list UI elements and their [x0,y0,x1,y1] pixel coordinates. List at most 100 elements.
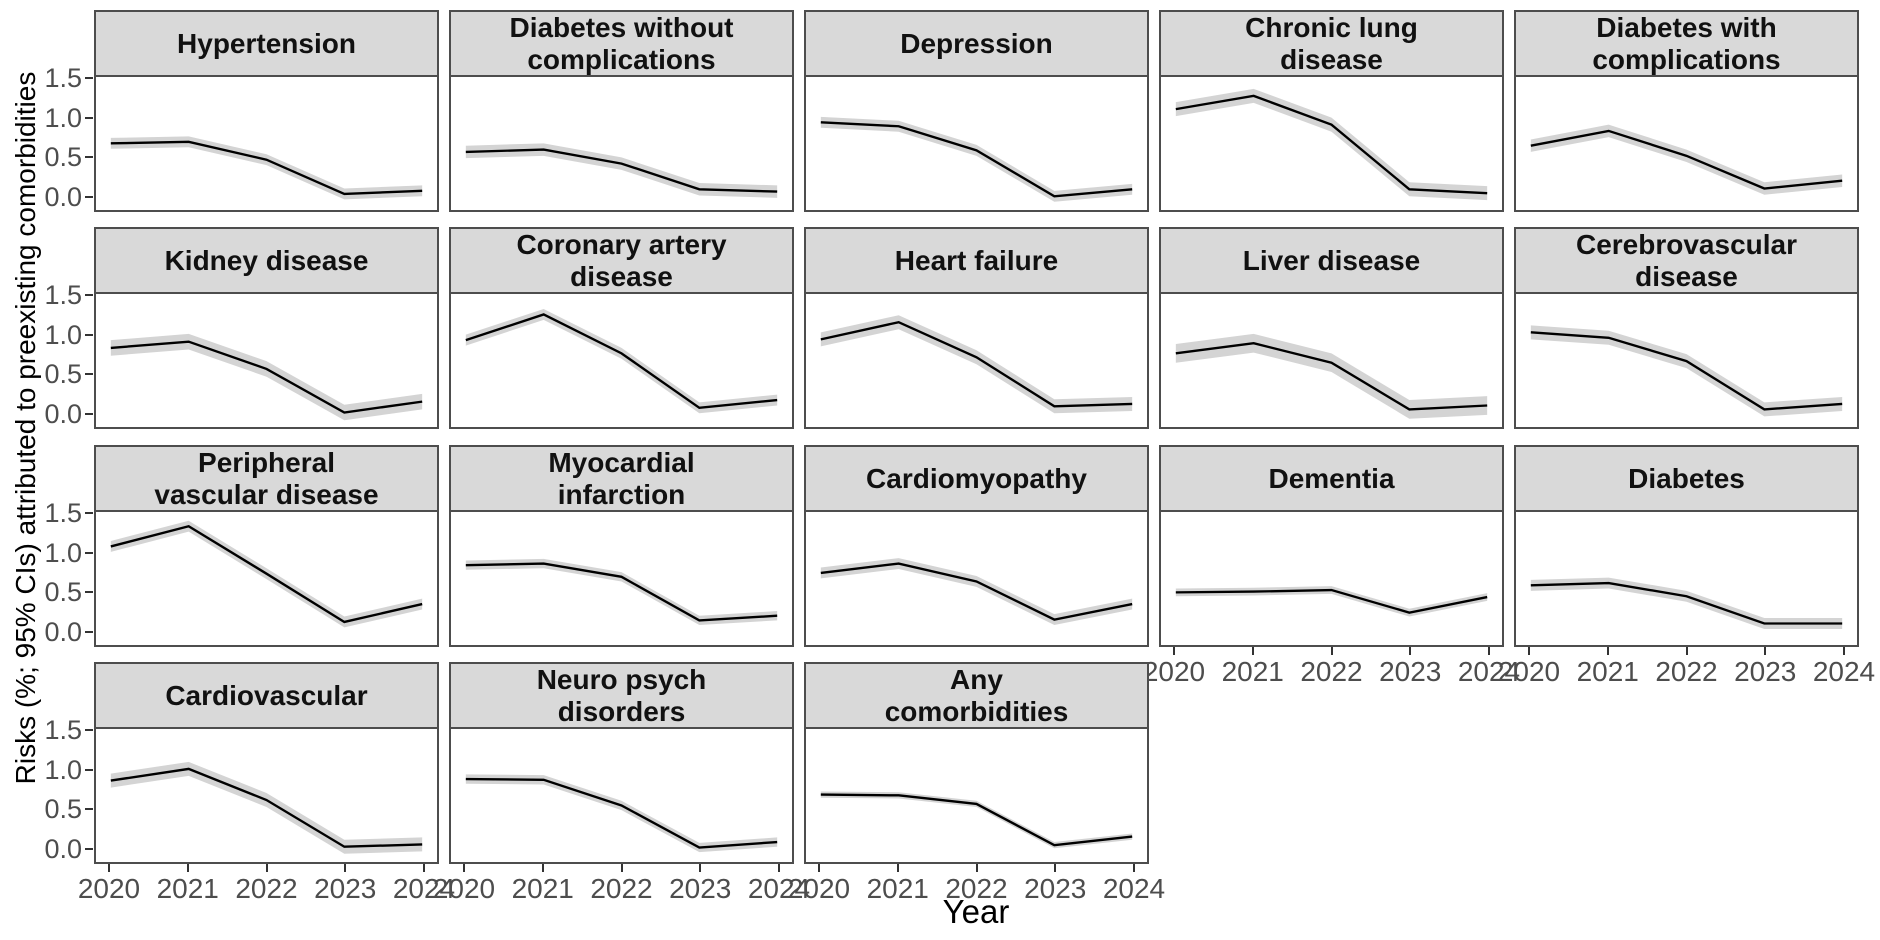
x-tick-label: 2024 [1102,873,1166,904]
facet-panel [94,729,439,864]
x-tick-mark [1488,647,1490,655]
x-tick-mark [1133,864,1135,872]
y-tick-label: 0.0 [44,398,82,429]
y-tick-mark [85,156,93,158]
x-tick-mark [975,864,978,872]
y-tick-label: 0.5 [44,794,82,824]
y-tick-mark [85,808,93,810]
y-tick-mark [85,630,93,633]
line-chart-svg [820,558,1133,626]
facet-strip-title: Depression [804,10,1149,77]
line-chart-svg [820,116,1133,202]
y-tick-label: 1.5 [44,715,82,745]
x-tick-mark [1528,647,1530,655]
y-tick-mark [85,195,93,198]
line-chart-svg [465,308,778,414]
x-tick-mark [108,864,110,872]
x-tick-mark [778,864,780,872]
y-tick-mark [85,373,93,375]
x-axis-title: Year [942,893,1010,930]
risk-line [465,562,778,622]
facet-panel [804,729,1149,864]
ci-ribbon [820,315,1133,414]
line-chart-svg [465,143,778,198]
x-tick-label: 2022 [235,873,298,904]
facet-strip-title: Cerebrovascular disease [1514,227,1859,294]
ci-ribbon [465,558,778,626]
x-tick-label: 2023 [1734,656,1797,687]
risk-line [820,793,1133,847]
risk-line [110,140,423,196]
ci-ribbon [820,116,1133,202]
x-tick-mark [1764,647,1767,655]
facet-panel [449,729,794,864]
risk-line [1530,331,1843,411]
x-tick-label: 2022 [945,873,1008,904]
x-tick-mark [344,864,347,872]
risk-line [465,148,778,193]
facet-panel [94,512,439,647]
x-tick-mark [1685,647,1688,655]
facet-panel [449,512,794,647]
x-tick-label: 2023 [1024,873,1087,904]
y-tick-label: 0.0 [44,181,82,212]
x-tick-label: 2022 [1655,656,1718,687]
x-tick-mark [1330,647,1333,655]
y-tick-label: 0.0 [44,833,82,864]
x-tick-mark [423,864,425,872]
ci-ribbon [1175,333,1488,419]
line-chart-svg [1175,88,1488,201]
x-tick-mark [1251,647,1254,655]
risk-line [465,777,778,849]
line-chart-svg [110,333,423,421]
x-tick-mark [265,864,268,872]
line-chart-svg [465,774,778,853]
facet-panel [1159,294,1504,429]
y-tick-mark [85,333,93,336]
risk-line [110,767,423,848]
ci-ribbon [1530,124,1843,195]
facet-panel [1159,512,1504,647]
x-tick-label: 2023 [669,873,732,904]
ci-ribbon [1530,325,1843,417]
x-tick-label: 2021 [1576,656,1639,687]
y-tick-label: 0.5 [44,359,82,389]
risk-line [820,320,1133,408]
x-tick-label: 2022 [590,873,653,904]
x-tick-label: 2020 [1497,656,1561,687]
x-tick-label: 2023 [314,873,377,904]
facet-panel [1514,294,1859,429]
facet-strip-title: Any comorbidities [804,662,1149,729]
facet-strip-title: Diabetes [1514,445,1859,512]
ci-ribbon [1175,586,1488,617]
x-tick-mark [1054,864,1057,872]
y-tick-mark [85,512,93,514]
line-chart-svg [1530,577,1843,629]
facet-panel [1514,77,1859,212]
x-tick-mark [896,864,899,872]
facet-strip-title: Neuro psych disorders [449,662,794,729]
x-tick-mark [818,864,820,872]
line-chart-svg [1530,124,1843,195]
risk-line [820,562,1133,621]
facet-strip-title: Dementia [1159,445,1504,512]
facet-strip-title: Chronic lung disease [1159,10,1504,77]
risk-line [1175,94,1488,195]
risk-line [110,524,423,624]
y-tick-label: 0.5 [44,577,82,607]
x-tick-label: 2021 [1221,656,1284,687]
x-tick-label: 2022 [1300,656,1363,687]
facet-strip-title: Coronary artery disease [449,227,794,294]
x-tick-label: 2024 [747,873,811,904]
facet-strip-title: Cardiovascular [94,662,439,729]
x-tick-label: 2021 [156,873,219,904]
x-tick-mark [186,864,189,872]
x-tick-label: 2020 [787,873,851,904]
facet-strip-title: Peripheral vascular disease [94,445,439,512]
line-chart-svg [1530,325,1843,417]
line-chart-svg [1175,333,1488,419]
line-chart-svg [820,315,1133,414]
facet-panel [449,294,794,429]
ci-ribbon [465,774,778,853]
